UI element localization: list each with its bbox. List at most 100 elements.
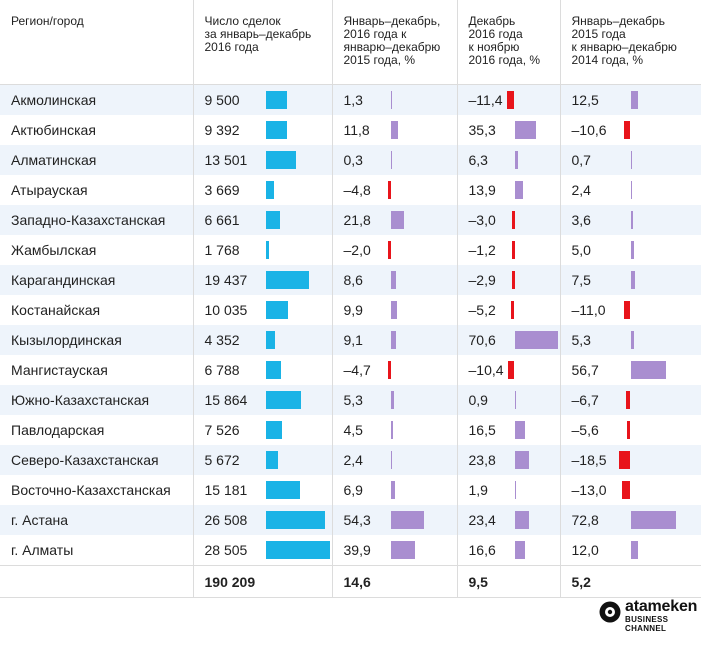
yoy2016-bar: [390, 271, 396, 289]
yoy2016-value: 0,3: [343, 152, 363, 168]
yoy2015-value: –11,0: [571, 302, 606, 318]
yoy2015-value: –13,0: [571, 482, 607, 498]
header-mom: Декабрь 2016 года к ноябрю 2016 года, %: [457, 0, 561, 85]
deals-bar: [265, 451, 279, 469]
yoy2015-cell: 72,8: [560, 505, 701, 535]
region-name: Атырауская: [0, 175, 194, 205]
yoy2015-cell-inner: –6,7: [561, 385, 702, 415]
mom-value: 35,3: [468, 122, 496, 138]
yoy2016-cell-inner: 5,3: [333, 385, 457, 415]
yoy2016-cell: 11,8: [332, 115, 458, 145]
table-row: Павлодарская 7 526 4,5 16,5 –5,6: [0, 415, 701, 445]
table-row: Мангистауская 6 788 –4,7 –10,4 56,7: [0, 355, 701, 385]
deals-bar: [265, 211, 281, 229]
region-name: Кызылординская: [0, 325, 194, 355]
mom-bar: [514, 421, 525, 439]
mom-cell-inner: 35,3: [458, 115, 560, 145]
mom-value: –11,4: [468, 92, 503, 108]
mom-bar: [514, 391, 516, 409]
yoy2015-bar: [627, 421, 631, 439]
deals-value: 15 864: [204, 392, 248, 408]
deals-cell-inner: 7 526: [194, 415, 332, 445]
yoy2015-cell: 0,7: [560, 145, 701, 175]
yoy2015-cell: –13,0: [560, 475, 701, 505]
mom-cell: –5,2: [457, 295, 561, 325]
yoy2016-value: 5,3: [343, 392, 363, 408]
yoy2016-value: 1,3: [343, 92, 363, 108]
mom-cell: 16,5: [457, 415, 561, 445]
yoy2016-cell: –2,0: [332, 235, 458, 265]
yoy2015-value: 72,8: [571, 512, 599, 528]
table-row: Жамбылская 1 768 –2,0 –1,2 5,0: [0, 235, 701, 265]
deals-bar: [265, 121, 287, 139]
table-row: Атырауская 3 669 –4,8 13,9 2,4: [0, 175, 701, 205]
yoy2016-value: –2,0: [343, 242, 371, 258]
yoy2016-value: 9,9: [343, 302, 363, 318]
deals-value: 4 352: [204, 332, 240, 348]
mom-bar: [514, 481, 516, 499]
mom-cell-inner: –1,2: [458, 235, 560, 265]
yoy2016-value: 39,9: [343, 542, 371, 558]
yoy2015-bar: [630, 331, 634, 349]
yoy2015-bar: [630, 361, 666, 379]
yoy2015-value: –5,6: [571, 422, 599, 438]
yoy2015-bar: [630, 151, 632, 169]
mom-cell-inner: –11,4: [458, 85, 560, 115]
data-table: Регион/город Число сделок за январь–дека…: [0, 0, 701, 598]
yoy2016-cell-inner: 11,8: [333, 115, 457, 145]
deals-value: 28 505: [204, 542, 248, 558]
deals-cell-inner: 13 501: [194, 145, 332, 175]
yoy2015-bar: [622, 481, 631, 499]
deals-bar: [265, 151, 296, 169]
yoy2016-cell-inner: –4,8: [333, 175, 457, 205]
yoy2015-cell: 3,6: [560, 205, 701, 235]
total-yoy2016: 14,6: [343, 573, 371, 590]
mom-cell-inner: –5,2: [458, 295, 560, 325]
mom-bar: [511, 301, 515, 319]
mom-bar: [514, 451, 530, 469]
yoy2016-cell-inner: 2,4: [333, 445, 457, 475]
yoy2015-cell-inner: –10,6: [561, 115, 702, 145]
yoy2016-cell: 21,8: [332, 205, 458, 235]
deals-value: 6 788: [204, 362, 240, 378]
yoy2015-value: –18,5: [571, 452, 607, 468]
logo-name: atameken: [625, 598, 698, 615]
mom-bar: [514, 151, 519, 169]
deals-cell: 9 392: [193, 115, 333, 145]
mom-cell-inner: 0,9: [458, 385, 560, 415]
yoy2015-cell: 2,4: [560, 175, 701, 205]
deals-cell-inner: 6 661: [194, 205, 332, 235]
yoy2016-cell: –4,7: [332, 355, 458, 385]
deals-cell: 26 508: [193, 505, 333, 535]
deals-value: 6 661: [204, 212, 240, 228]
yoy2015-cell-inner: –18,5: [561, 445, 702, 475]
mom-cell-inner: 1,9: [458, 475, 560, 505]
yoy2015-cell-inner: 2,4: [561, 175, 702, 205]
deals-cell: 15 181: [193, 475, 333, 505]
deals-bar: [265, 391, 302, 409]
yoy2016-bar: [390, 391, 394, 409]
region-name: Карагандинская: [0, 265, 194, 295]
deals-value: 10 035: [204, 302, 248, 318]
yoy2016-cell: 0,3: [332, 145, 458, 175]
mom-bar: [511, 241, 515, 259]
yoy2016-cell-inner: 8,6: [333, 265, 457, 295]
yoy2016-cell: 2,4: [332, 445, 458, 475]
mom-cell-inner: 70,6: [458, 325, 560, 355]
deals-bar: [265, 511, 326, 529]
yoy2015-value: 5,3: [571, 332, 591, 348]
yoy2016-bar: [390, 421, 394, 439]
yoy2016-cell-inner: 6,9: [333, 475, 457, 505]
mom-cell-inner: 13,9: [458, 175, 560, 205]
yoy2016-cell: 54,3: [332, 505, 458, 535]
deals-cell-inner: 26 508: [194, 505, 332, 535]
yoy2015-cell: 5,0: [560, 235, 701, 265]
region-name: Костанайская: [0, 295, 194, 325]
mom-bar: [507, 91, 515, 109]
yoy2015-cell-inner: 7,5: [561, 265, 702, 295]
table-row: Кызылординская 4 352 9,1 70,6 5,3: [0, 325, 701, 355]
yoy2015-cell-inner: 3,6: [561, 205, 702, 235]
deals-value: 15 181: [204, 482, 248, 498]
yoy2015-value: 56,7: [571, 362, 599, 378]
mom-cell: –11,4: [457, 84, 561, 115]
